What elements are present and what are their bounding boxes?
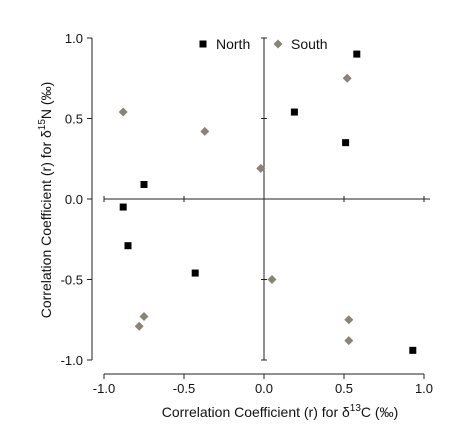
- y-tick-label: -1.0: [61, 353, 83, 368]
- x-tick-label: 1.0: [415, 381, 433, 396]
- y-axis-title-suffix: N (‰): [38, 82, 54, 119]
- north-point: [124, 242, 132, 250]
- south-legend-marker: [273, 39, 283, 49]
- legend: North South: [199, 36, 328, 52]
- y-axis-title-prefix: Correlation Coefficient (r) for δ: [38, 130, 54, 318]
- south-point: [118, 107, 128, 117]
- x-tick-label: 0.0: [255, 381, 273, 396]
- south-legend-label: South: [291, 36, 328, 52]
- x-tick-label: -1.0: [93, 381, 115, 396]
- y-tick-label: -0.5: [61, 273, 83, 288]
- x-tick-label: 0.5: [335, 381, 353, 396]
- north-legend-marker: [199, 40, 207, 48]
- x-tick-label: -0.5: [173, 381, 195, 396]
- axes: -1.0 -0.5 0.0 0.5 1.0 1.0 0.5 0.0 -0.5 -1.0: [61, 31, 433, 396]
- x-axis-title-sup: 13: [350, 403, 362, 414]
- north-legend-label: North: [216, 36, 250, 52]
- south-point: [342, 73, 352, 83]
- north-point: [140, 181, 148, 189]
- north-point: [191, 269, 199, 277]
- north-point: [409, 346, 417, 354]
- north-point: [119, 203, 127, 211]
- y-axis-title-sup: 15: [37, 119, 48, 131]
- data-points: [118, 50, 417, 354]
- south-point: [256, 163, 266, 173]
- y-tick-label: 0.0: [65, 192, 83, 207]
- y-tick-label: 1.0: [65, 31, 83, 46]
- y-tick-label: 0.5: [65, 112, 83, 127]
- x-axis-title: Correlation Coefficient (r) for δ13C (‰): [162, 403, 399, 420]
- north-point: [342, 139, 350, 147]
- south-point: [134, 321, 144, 331]
- south-point: [139, 312, 149, 322]
- x-axis-title-suffix: C (‰): [361, 404, 398, 420]
- south-point: [344, 315, 354, 325]
- x-axis-title-prefix: Correlation Coefficient (r) for δ: [162, 404, 350, 420]
- y-axis-title: Correlation Coefficient (r) for δ15N (‰): [37, 82, 54, 319]
- south-point: [344, 336, 354, 346]
- south-point: [200, 126, 210, 136]
- south-point: [267, 275, 277, 284]
- north-point: [290, 108, 298, 116]
- north-point: [353, 50, 361, 58]
